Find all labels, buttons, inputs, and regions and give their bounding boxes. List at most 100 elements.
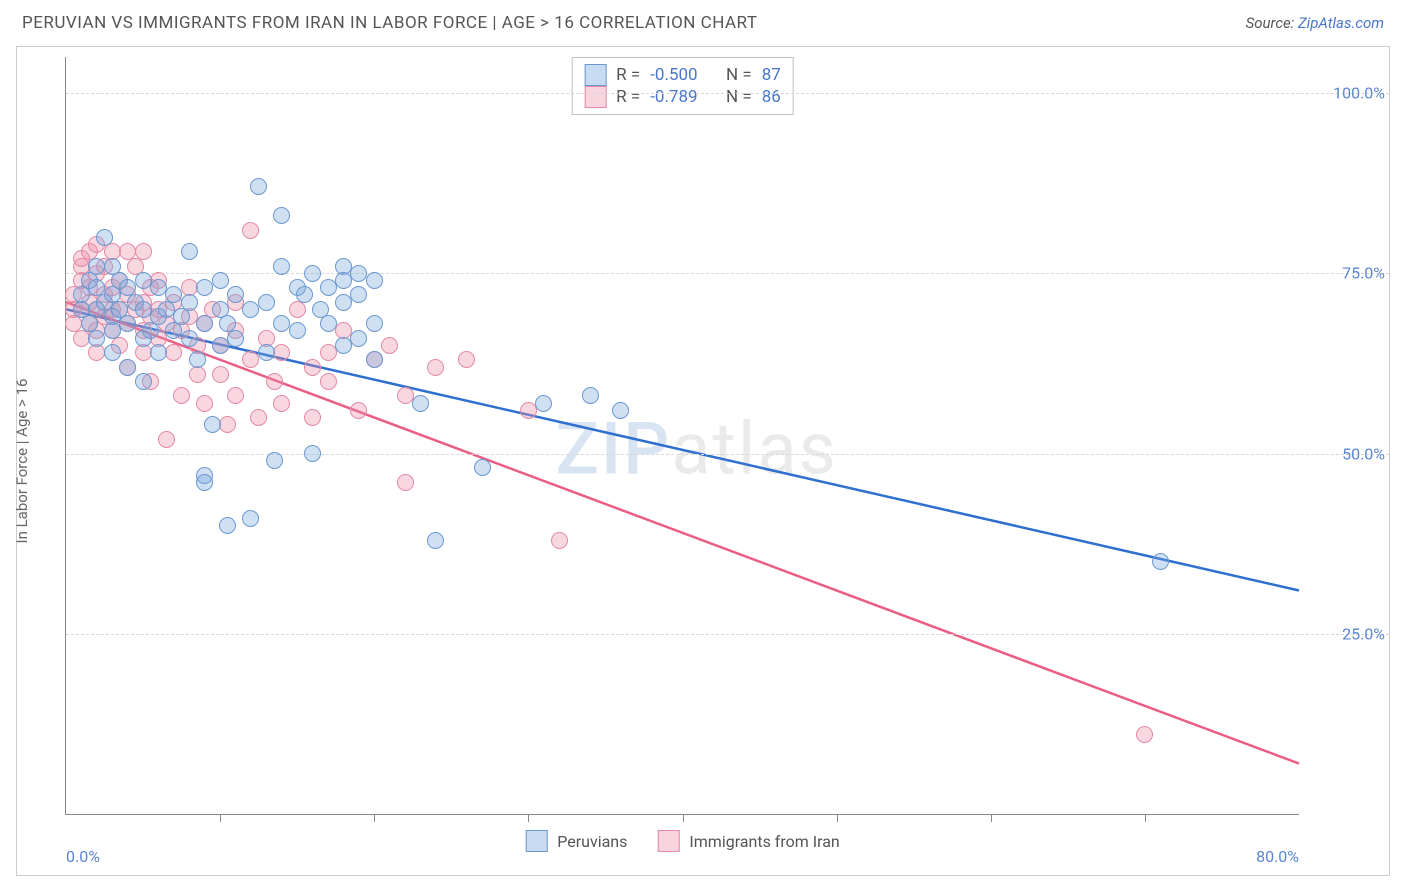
gridline-h [66,273,1389,274]
data-point [582,387,599,404]
data-point [96,229,113,246]
data-point [412,395,429,412]
data-point [535,395,552,412]
source-prefix: Source: [1246,14,1298,32]
n-label: N = [726,65,752,85]
plot-area: ZIPatlas R = -0.500 N = 87 R = -0.789 N … [65,57,1299,815]
data-point [350,330,367,347]
gridline-h [66,93,1389,94]
data-point [135,301,152,318]
swatch-iran-icon [657,830,679,852]
data-point [196,474,213,491]
data-point [366,351,383,368]
data-point [289,322,306,339]
x-tick [991,814,992,822]
x-min-label: 0.0% [66,847,100,866]
r-value-peruvian: -0.500 [650,65,697,85]
data-point [296,286,313,303]
y-tick-label: 25.0% [1342,624,1385,643]
data-point [250,409,267,426]
regression-line [66,302,1299,763]
data-point [204,416,221,433]
data-point [458,351,475,368]
x-tick [837,814,838,822]
x-tick [683,814,684,822]
n-value-peruvian: 87 [762,65,781,85]
data-point [474,459,491,476]
legend-item-peruvian: Peruvians [525,830,627,852]
y-tick-label: 100.0% [1333,84,1385,103]
data-point [304,359,321,376]
legend-row-peruvian: R = -0.500 N = 87 [584,64,781,86]
x-tick [1145,814,1146,822]
data-point [320,373,337,390]
data-point [104,344,121,361]
data-point [397,387,414,404]
data-point [212,272,229,289]
x-max-label: 80.0% [1256,847,1299,866]
data-point [196,395,213,412]
data-point [181,294,198,311]
chart-container: In Labor Force | Age > 16 ZIPatlas R = -… [16,46,1390,876]
data-point [350,402,367,419]
data-point [320,315,337,332]
data-point [242,301,259,318]
data-point [227,330,244,347]
y-axis-label: In Labor Force | Age > 16 [13,379,31,544]
data-point [227,387,244,404]
source-attribution: Source: ZipAtlas.com [1246,14,1384,32]
data-point [427,532,444,549]
data-point [119,315,136,332]
data-point [304,265,321,282]
data-point [219,416,236,433]
data-point [196,315,213,332]
data-point [88,258,105,275]
watermark-part2: atlas [671,406,838,491]
data-point [181,243,198,260]
data-point [135,272,152,289]
data-point [158,431,175,448]
series-legend: Peruvians Immigrants from Iran [525,830,840,852]
data-point [258,294,275,311]
source-link[interactable]: ZipAtlas.com [1298,14,1384,32]
legend-row-iran: R = -0.789 N = 86 [584,86,781,108]
data-point [258,344,275,361]
data-point [189,366,206,383]
x-tick [374,814,375,822]
data-point [304,445,321,462]
data-point [350,265,367,282]
data-point [266,373,283,390]
regression-lines [66,57,1299,814]
n-value-iran: 86 [762,87,781,107]
r-label: R = [616,65,640,85]
y-tick-label: 50.0% [1342,444,1385,463]
data-point [320,344,337,361]
data-point [196,279,213,296]
data-point [135,243,152,260]
data-point [135,373,152,390]
data-point [212,366,229,383]
x-tick [528,814,529,822]
data-point [119,359,136,376]
data-point [88,330,105,347]
data-point [173,387,190,404]
data-point [273,207,290,224]
r-label: R = [616,87,640,107]
data-point [320,279,337,296]
data-point [366,272,383,289]
legend-label-peruvian: Peruvians [557,832,627,851]
data-point [266,452,283,469]
legend-label-iran: Immigrants from Iran [689,832,839,851]
correlation-legend: R = -0.500 N = 87 R = -0.789 N = 86 [571,57,794,115]
data-point [304,409,321,426]
gridline-h [66,634,1389,635]
y-tick-label: 75.0% [1342,264,1385,283]
data-point [181,330,198,347]
swatch-peruvian-icon [525,830,547,852]
data-point [381,337,398,354]
data-point [189,351,206,368]
data-point [397,474,414,491]
data-point [1152,553,1169,570]
r-value-iran: -0.789 [650,87,697,107]
legend-item-iran: Immigrants from Iran [657,830,839,852]
